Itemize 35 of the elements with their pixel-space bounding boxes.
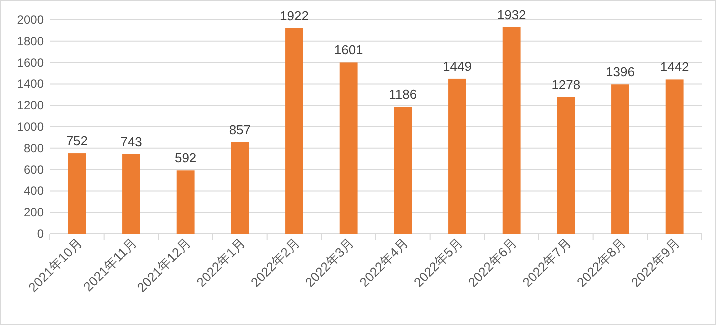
bar [231,142,250,234]
data-label: 1449 [443,58,472,74]
y-tick-label: 1400 [17,77,44,92]
bar [122,154,140,234]
y-tick-label: 2000 [17,13,44,27]
data-label: 743 [120,134,142,150]
bar [394,107,412,234]
data-label: 592 [174,150,197,166]
y-tick-label: 800 [24,141,44,156]
y-tick-label: 1200 [17,98,44,113]
bar [612,84,630,234]
bar [666,80,684,234]
bar [176,170,195,234]
bar [286,28,304,234]
data-label: 1186 [389,87,418,102]
y-tick-label: 1600 [17,56,44,70]
y-tick-label: 600 [24,162,44,177]
bar [448,78,466,234]
bar [68,154,86,234]
data-label: 1601 [334,42,364,58]
y-tick-label: 1800 [17,34,44,48]
data-label: 857 [229,122,252,138]
data-label: 1932 [497,7,526,22]
data-label: 752 [66,134,88,149]
y-tick-label: 200 [24,206,44,220]
data-label: 1442 [660,60,690,75]
data-label: 1278 [552,77,581,92]
y-tick-label: 0 [37,227,44,241]
bar [502,27,521,234]
y-tick-label: 1000 [17,120,44,134]
bar [557,97,576,234]
bar [340,62,358,234]
y-tick-label: 400 [24,184,44,198]
data-label: 1922 [280,8,309,24]
data-label: 1396 [606,64,635,80]
